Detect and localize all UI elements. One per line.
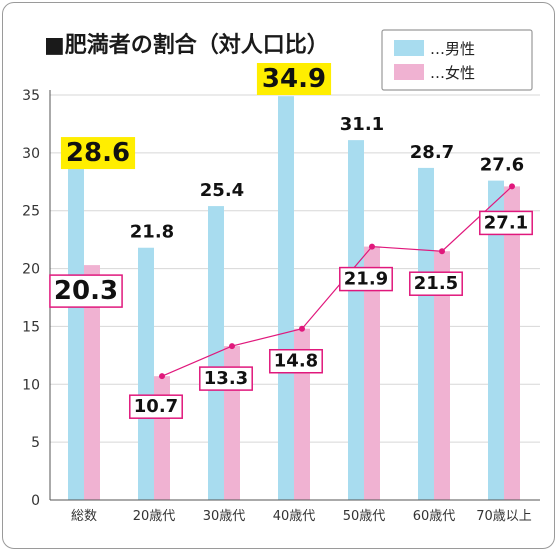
- male-value-label: 21.8: [130, 222, 174, 243]
- male-value-label-box: [256, 63, 332, 95]
- y-tick-label: 20: [22, 262, 40, 278]
- male-value-label-group: 28.6: [60, 137, 136, 170]
- y-tick-label: 30: [22, 146, 40, 162]
- x-category-label: 60歳代: [413, 509, 456, 524]
- trend-polyline: [161, 185, 513, 377]
- female-value-label-group: 21.5: [409, 271, 463, 296]
- y-tick-label: 0: [31, 493, 40, 509]
- female-value-label-box: [49, 274, 123, 308]
- male-bar: [68, 169, 84, 501]
- trend-point: [229, 343, 235, 350]
- male-value-label-group: 31.1: [340, 114, 384, 135]
- trend-point: [159, 373, 165, 380]
- female-value-label-group: 13.3: [199, 366, 253, 391]
- trend-point: [509, 183, 515, 190]
- female-value-label-group: 14.8: [269, 348, 323, 374]
- female-trend-line: [159, 183, 515, 380]
- male-value-label: 34.9: [262, 64, 326, 94]
- female-value-label-box: [479, 210, 533, 236]
- y-tick-label: 15: [22, 319, 40, 335]
- legend-swatch: [394, 64, 424, 80]
- male-value-label: 28.6: [66, 138, 130, 168]
- x-axis: 総数 20歳代 30歳代 40歳代 50歳代 60歳代 70歳以上: [50, 499, 540, 524]
- x-category-label: 40歳代: [273, 509, 316, 524]
- x-category-label: 20歳代: [133, 509, 176, 524]
- female-bar: [504, 186, 520, 500]
- female-value-label-box: [269, 348, 323, 374]
- female-value-label: 20.3: [54, 276, 118, 306]
- male-value-label-group: 34.9: [256, 63, 332, 95]
- female-value-label-box: [129, 394, 183, 419]
- female-value-label: 10.7: [134, 396, 178, 417]
- female-value-label: 13.3: [204, 368, 248, 389]
- legend-swatch: [394, 40, 424, 56]
- male-value-label: 31.1: [340, 114, 384, 135]
- female-value-label-group: 27.1: [479, 210, 533, 236]
- trend-point: [439, 248, 445, 255]
- male-bar: [418, 167, 434, 500]
- female-value-label-group: 20.3: [49, 274, 123, 308]
- y-tick-label: 5: [31, 435, 40, 451]
- male-value-label: 28.7: [410, 142, 454, 163]
- male-value-label-group: 27.6: [480, 155, 524, 176]
- female-bar: [364, 246, 380, 500]
- male-bar: [488, 180, 504, 500]
- male-value-label: 25.4: [200, 180, 244, 201]
- female-bar: [434, 251, 450, 500]
- y-tick-label: 35: [22, 88, 40, 104]
- legend-label: …男性: [430, 40, 475, 58]
- chart-title: ■肥満者の割合（対人口比）: [44, 32, 329, 58]
- female-bar: [84, 265, 100, 500]
- grid: [50, 94, 540, 443]
- value-labels: 28.6 21.8 25.4 34.9 31.1 28.7 27.6 20.3 10.7 13.3…: [49, 63, 533, 419]
- x-category-label: 70歳以上: [476, 509, 532, 524]
- x-category-label: 総数: [71, 509, 97, 524]
- trend-point: [369, 243, 375, 250]
- female-value-label-box: [199, 366, 253, 391]
- legend-label: …女性: [430, 64, 475, 82]
- female-value-label-group: 10.7: [129, 394, 183, 419]
- male-bar: [278, 96, 294, 501]
- y-tick-label: 10: [22, 377, 40, 393]
- male-value-label-group: 25.4: [200, 180, 244, 201]
- male-value-label-box: [60, 137, 136, 170]
- y-tick-label: 25: [22, 204, 40, 220]
- x-category-label: 30歳代: [203, 509, 246, 524]
- female-value-label-box: [339, 266, 393, 292]
- male-value-label: 27.6: [480, 155, 524, 176]
- male-bar: [138, 247, 154, 500]
- x-category-label: 50歳代: [343, 509, 386, 524]
- male-bar: [348, 140, 364, 500]
- female-value-label-group: 21.9: [339, 266, 393, 292]
- female-value-label: 21.5: [414, 273, 458, 294]
- female-value-label: 21.9: [344, 269, 388, 290]
- male-value-label-group: 28.7: [410, 142, 454, 163]
- female-value-label-box: [409, 271, 463, 296]
- female-value-label: 14.8: [274, 351, 318, 372]
- legend: …男性 …女性: [381, 29, 533, 91]
- y-axis: 0 5 10 15 20 25 30 35: [22, 88, 51, 509]
- male-value-label-group: 21.8: [130, 222, 174, 243]
- female-value-label: 27.1: [484, 212, 528, 233]
- trend-point: [299, 325, 305, 332]
